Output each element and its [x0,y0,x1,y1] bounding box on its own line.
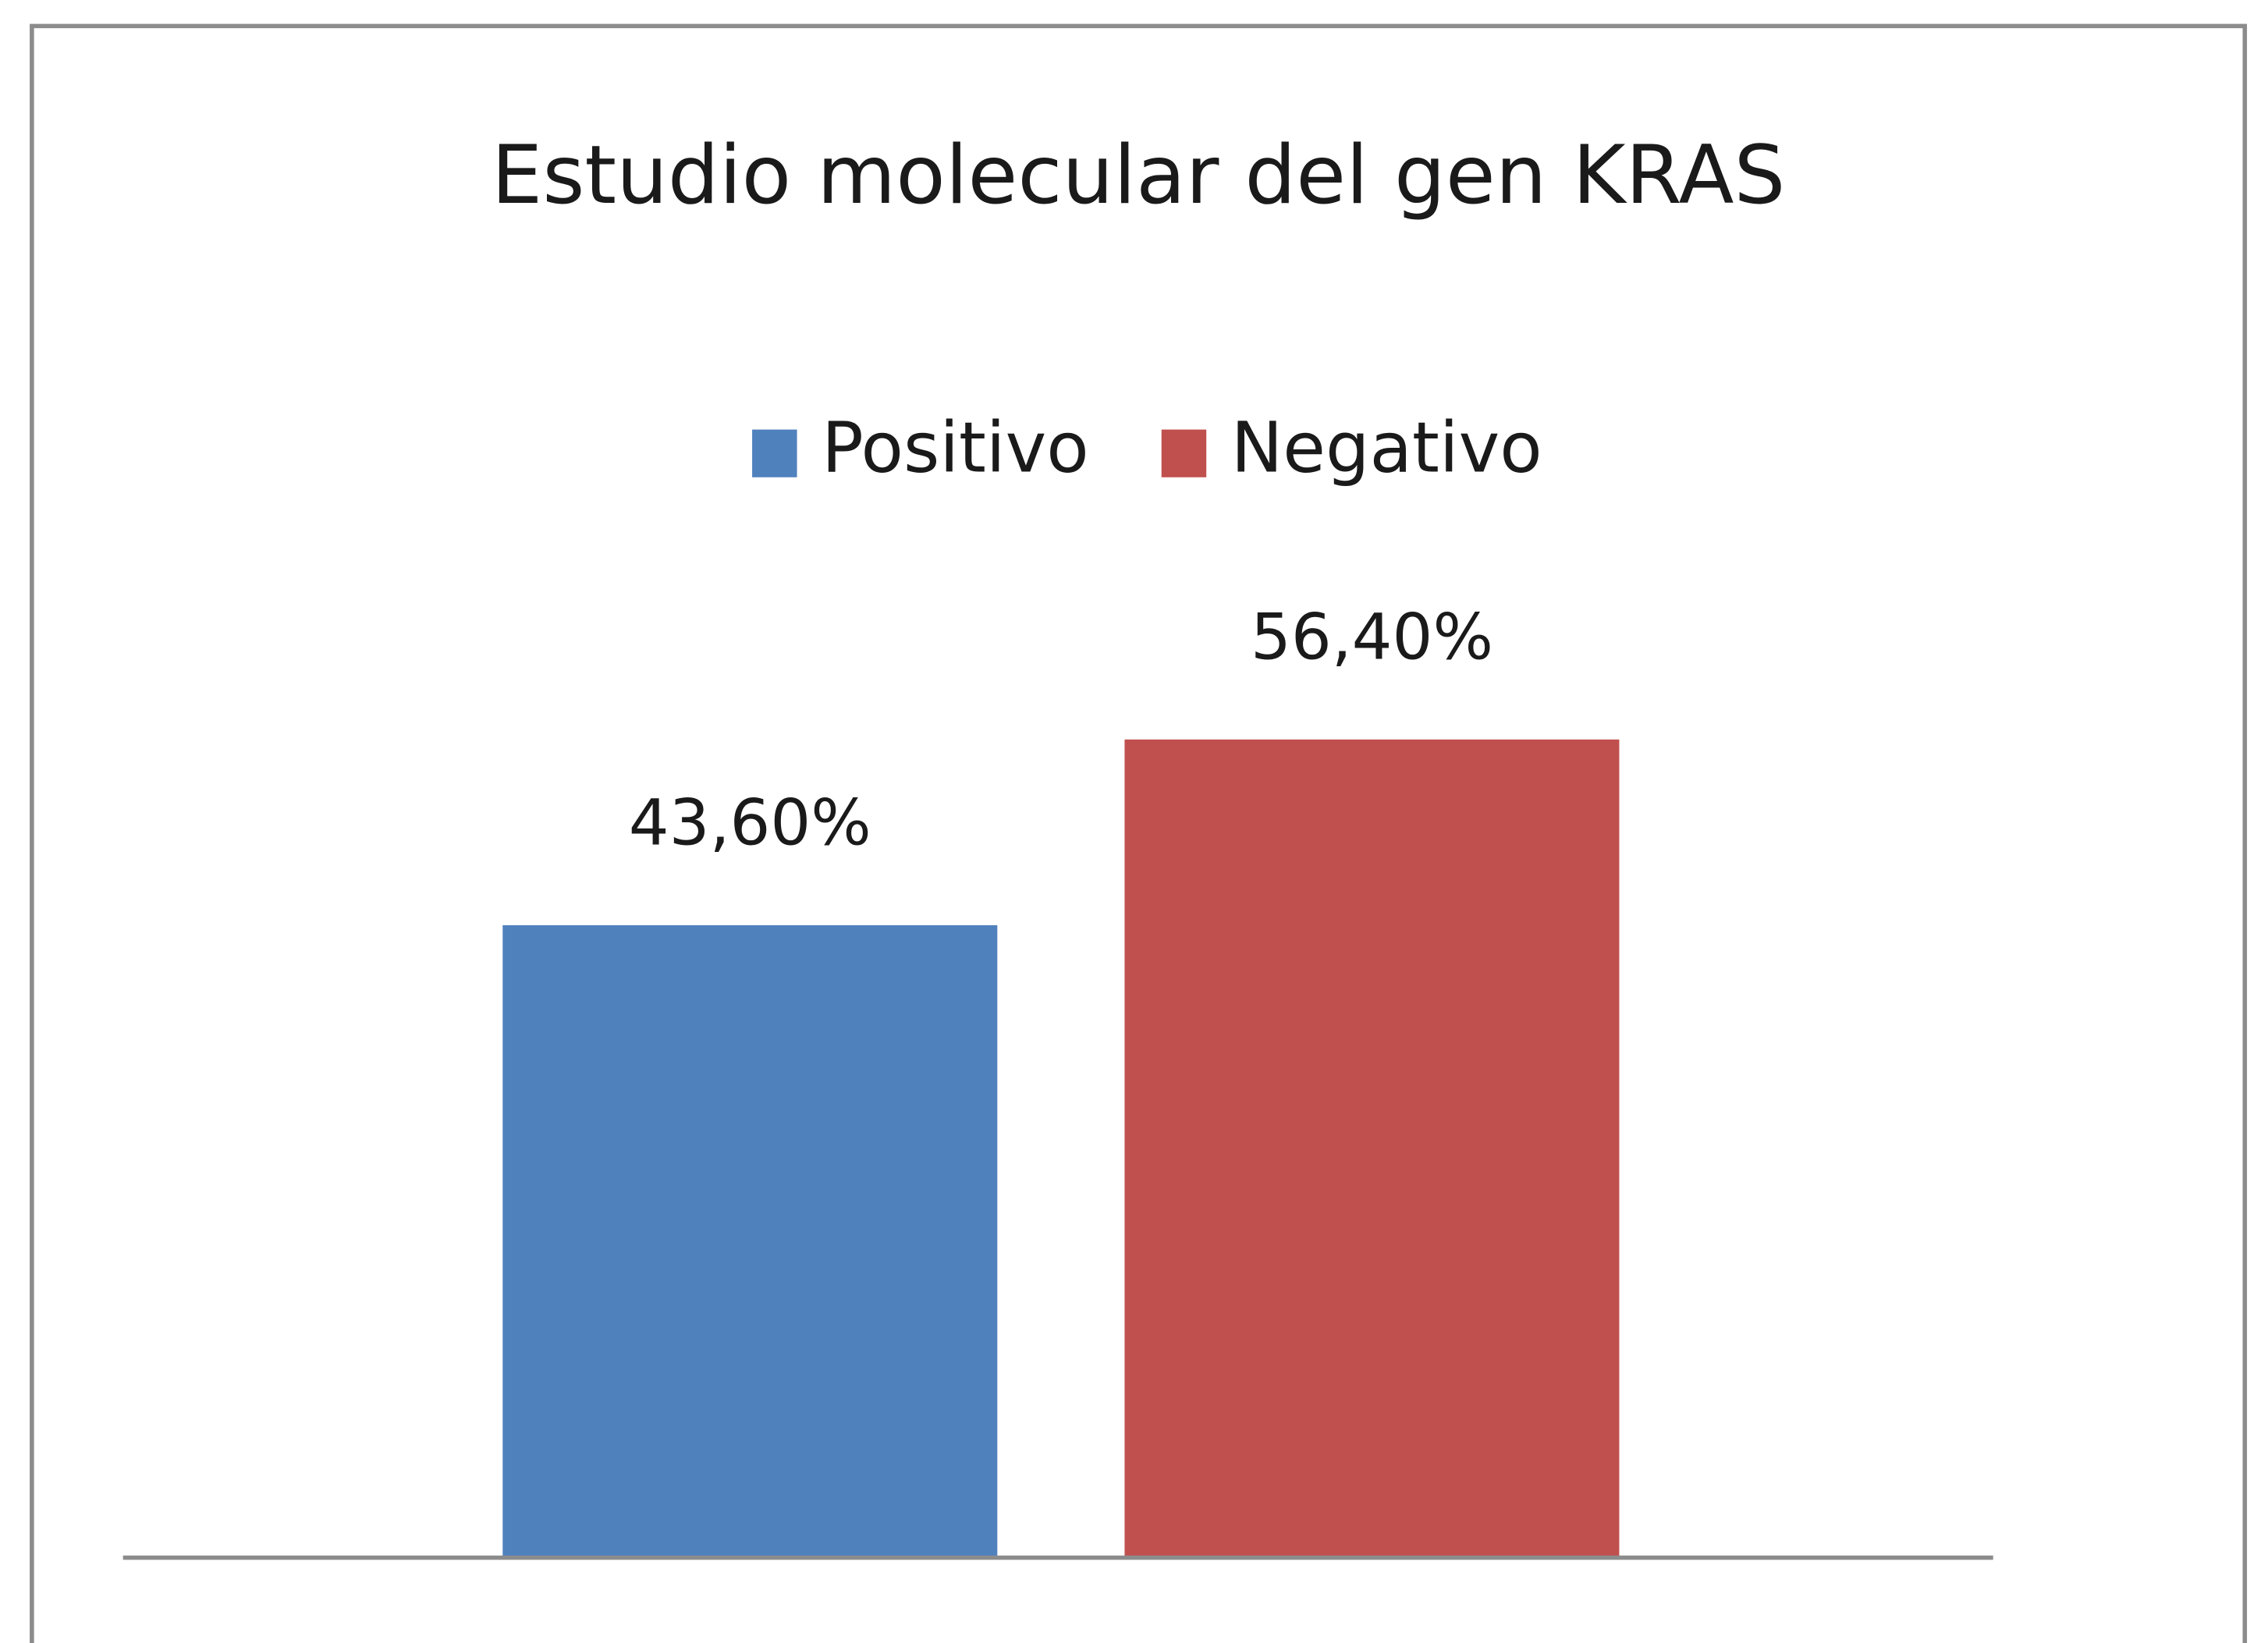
legend-label: Negativo [1231,407,1542,488]
legend-swatch [752,429,797,477]
legend: Positivo Negativo [752,407,1542,488]
legend-label: Positivo [822,407,1089,488]
bar [502,924,998,1558]
data-label: 56,40% [1251,600,1493,674]
chart-title: Estudio molecular del gen KRAS [492,129,1786,222]
bar [1124,739,1620,1558]
legend-swatch [1161,429,1207,477]
data-label: 43,60% [629,786,871,860]
